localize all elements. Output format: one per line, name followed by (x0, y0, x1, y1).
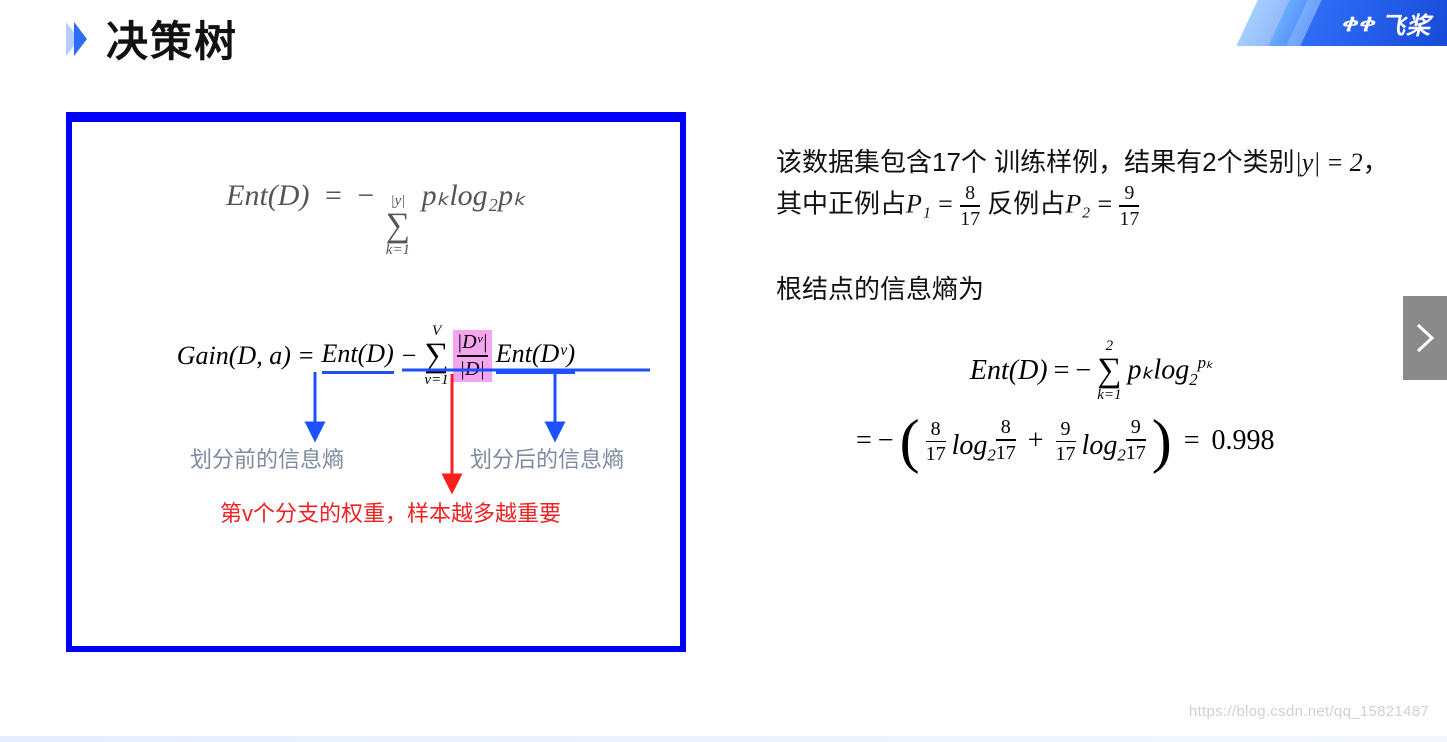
ent-after-term: Ent(Dᵛ) (496, 339, 575, 374)
paragraph-2: 根结点的信息熵为 (776, 269, 1407, 309)
neg-sign: − (878, 425, 894, 457)
entropy-formula: Ent(D) = − |y| ∑ k=1 pₖlog₂pₖ (90, 178, 662, 258)
fraction-t2: 917 (1056, 419, 1076, 465)
footer-accent-bar (0, 736, 1447, 742)
brand-logo-icon: ቀቀ (1341, 9, 1375, 37)
title-area: 决策树 (66, 8, 238, 69)
frac-den: |D| (459, 359, 484, 380)
eq-sign: = (1184, 425, 1200, 457)
neg-sign: − (1075, 355, 1091, 387)
formula-panel: Ent(D) = − |y| ∑ k=1 pₖlog₂pₖ Gain(D, a)… (66, 112, 686, 652)
plus-sign: + (1028, 425, 1044, 457)
gain-formula: Gain(D, a) = Ent(D) − V ∑ v=1 |Dᵛ| |D| E… (96, 324, 656, 388)
chevron-right-icon (1414, 321, 1436, 355)
brand-ribbon: ቀቀ 飞桨 (1247, 0, 1447, 46)
gain-formula-wrap: Gain(D, a) = Ent(D) − V ∑ v=1 |Dᵛ| |D| E… (90, 324, 662, 388)
weight-fraction-highlight: |Dᵛ| |D| (453, 330, 492, 382)
rf-term-base: pₖlog (1128, 354, 1190, 385)
page-title: 决策树 (106, 8, 238, 69)
annotation-branch-weight: 第v个分支的权重，样本越多越重要 (220, 496, 561, 528)
p1-text-a: 该数据集包含17个 训练样例，结果有2个类别 (776, 147, 1295, 177)
title-chevron-icon (66, 22, 92, 56)
minus-sign: − (402, 341, 417, 371)
ent-lhs: Ent(D) (226, 179, 309, 212)
eq-sign: = (856, 425, 872, 457)
right-column: 该数据集包含17个 训练样例，结果有2个类别|y| = 2，其中正例占P₁ = … (776, 112, 1407, 702)
rf-line-1: Ent(D) = − 2 ∑ k=1 pₖlog2pₖ (776, 339, 1407, 403)
p1-eq1-rhs: 2 (1350, 148, 1363, 177)
neg-sign: − (357, 179, 374, 212)
annotation-before-entropy: 划分前的信息熵 (190, 442, 344, 474)
rf-lhs: Ent(D) (970, 355, 1048, 387)
paragraph-1: 该数据集包含17个 训练样例，结果有2个类别|y| = 2，其中正例占P₁ = … (776, 142, 1407, 229)
sigma-icon: |y| ∑ k=1 (386, 194, 410, 258)
brand-badge: ቀቀ 飞桨 (1300, 0, 1447, 46)
brand-text: 飞桨 (1381, 6, 1431, 41)
gain-lhs: Gain(D, a) (177, 341, 291, 371)
fraction-p1: 817 (960, 183, 980, 229)
fraction-p2: 917 (1119, 183, 1139, 229)
sigma-icon: 2 ∑ k=1 (1097, 339, 1121, 403)
next-slide-button[interactable] (1403, 296, 1447, 380)
slide-header: 决策树 ቀቀ 飞桨 (0, 0, 1447, 70)
eq-sign: = (1054, 355, 1070, 387)
p1-text-c: 反例占 (980, 189, 1065, 219)
sum-lower: k=1 (386, 243, 410, 258)
eq-sign: = (325, 179, 342, 212)
root-entropy-formula: Ent(D) = − 2 ∑ k=1 pₖlog2pₖ = − ( 817 (776, 339, 1407, 466)
entropy-result: 0.998 (1212, 425, 1275, 457)
frac-num: |Dᵛ| (457, 332, 488, 353)
sigma-icon: V ∑ v=1 (424, 324, 448, 388)
watermark-text: https://blog.csdn.net/qq_15821487 (1189, 703, 1429, 720)
slide-content: Ent(D) = − |y| ∑ k=1 pₖlog₂pₖ Gain(D, a)… (66, 112, 1407, 702)
sum-lower: v=1 (424, 373, 448, 388)
left-column: Ent(D) = − |y| ∑ k=1 pₖlog₂pₖ Gain(D, a)… (66, 112, 686, 702)
annotation-after-entropy: 划分后的信息熵 (470, 442, 624, 474)
ent-term: pₖlog₂pₖ (422, 179, 526, 212)
p1-eq1-lhs: |y| (1295, 148, 1321, 177)
eq-sign: = (299, 341, 314, 371)
p1-p1: P₁ (906, 190, 931, 219)
p1-p2: P₂ (1065, 190, 1090, 219)
rf-line-2: = − ( 817 log2817 + 917 log2917 ) = (776, 417, 1407, 466)
ent-before-term: Ent(D) (322, 339, 394, 374)
fraction-t1: 817 (926, 419, 946, 465)
